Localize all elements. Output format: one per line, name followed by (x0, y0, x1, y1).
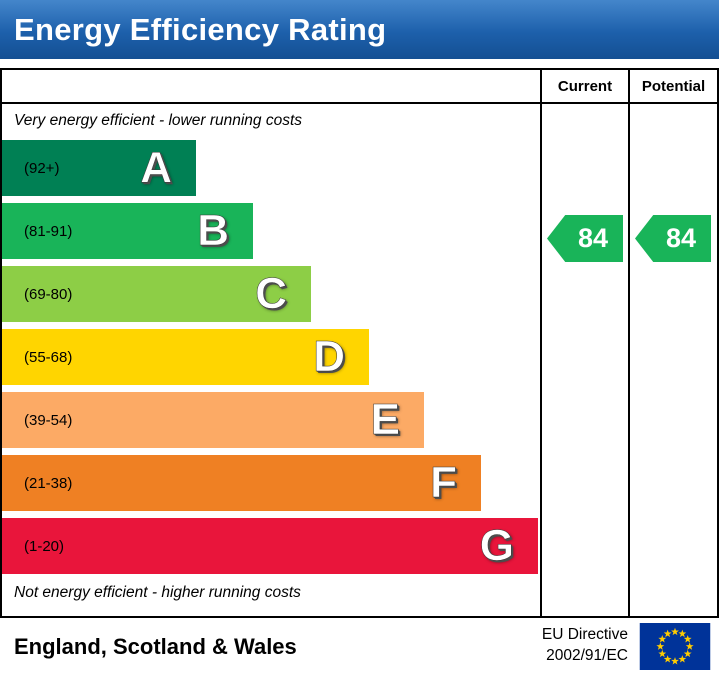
band-range-label: (55-68) (24, 348, 73, 366)
bottom-note: Not energy efficient - higher running co… (14, 584, 301, 601)
band-row: (55-68) D (2, 329, 562, 385)
potential-rating-value: 84 (665, 223, 697, 253)
current-rating-arrow: 84 (547, 215, 623, 262)
band-row: (21-38) F (2, 455, 562, 511)
current-column-divider (540, 70, 542, 616)
band-bar: (21-38) F (2, 455, 481, 511)
eu-directive-label: EU Directive 2002/91/EC (542, 624, 628, 666)
bands: (92+) A (81-91) B (69-80) C (55-68) D (3… (2, 140, 562, 581)
band-range-label: (81-91) (24, 222, 73, 240)
band-bar: (69-80) C (2, 266, 311, 322)
header-row-divider (2, 102, 717, 104)
band-row: (69-80) C (2, 266, 562, 322)
band-letter: B (197, 206, 229, 255)
band-letter: D (313, 332, 345, 381)
band-row: (1-20) G (2, 518, 562, 574)
band-range-label: (1-20) (24, 537, 65, 555)
band-letter: F (430, 458, 457, 507)
eu-flag-icon (639, 623, 711, 670)
eu-directive-line1: EU Directive (541, 626, 628, 643)
potential-column-header: Potential (641, 77, 706, 95)
band-bar: (55-68) D (2, 329, 369, 385)
band-letter: G (479, 521, 515, 570)
eu-flag-stars (656, 627, 694, 665)
potential-rating-arrow: 84 (635, 215, 711, 262)
current-rating-value: 84 (577, 223, 609, 253)
eu-directive-line2: 2002/91/EC (546, 647, 628, 664)
page-title: Energy Efficiency Rating (14, 11, 387, 47)
band-letter: C (255, 269, 287, 318)
rating-chart: Current Potential Very energy efficient … (0, 68, 719, 618)
band-letter: A (140, 143, 172, 192)
band-row: (39-54) E (2, 392, 562, 448)
band-bar: (81-91) B (2, 203, 253, 259)
potential-column-divider (628, 70, 630, 616)
band-range-label: (39-54) (24, 411, 73, 429)
band-row: (81-91) B (2, 203, 562, 259)
footer: England, Scotland & Wales EU Directive 2… (0, 618, 719, 675)
band-bar: (1-20) G (2, 518, 538, 574)
band-bar: (92+) A (2, 140, 196, 196)
band-row: (92+) A (2, 140, 562, 196)
band-letter: E (370, 395, 400, 444)
top-note: Very energy efficient - lower running co… (14, 112, 303, 129)
region-label: England, Scotland & Wales (14, 633, 297, 659)
current-column-header: Current (557, 77, 613, 95)
band-range-label: (69-80) (24, 285, 73, 303)
band-range-label: (21-38) (24, 474, 73, 492)
title-banner: Energy Efficiency Rating (0, 0, 719, 59)
band-range-label: (92+) (24, 159, 60, 177)
band-bar: (39-54) E (2, 392, 424, 448)
